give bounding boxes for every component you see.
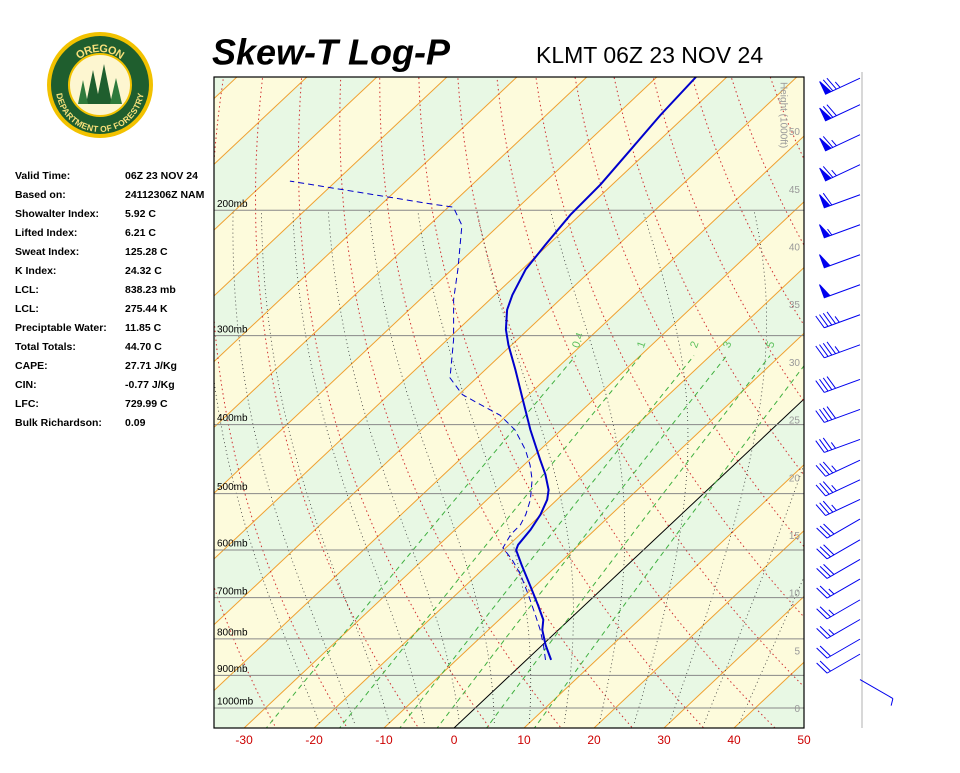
wind-barb [816,407,860,423]
info-value: 5.92 C [125,208,156,220]
height-label: 20 [789,473,801,484]
info-value: 24.32 C [125,265,162,277]
height-label: 50 [789,127,801,138]
info-value: 729.99 C [125,398,168,410]
wind-barb [820,225,860,238]
info-label: CIN: [15,379,37,391]
wind-barb [817,639,860,658]
chart-subtitle: KLMT 06Z 23 NOV 24 [536,42,763,68]
info-label: Preciptable Water: [15,322,107,334]
height-label: 40 [789,242,801,253]
wind-barb [816,480,860,496]
info-value: -0.77 J/Kg [125,379,175,391]
wind-barb [816,342,860,358]
info-label: LCL: [15,284,39,296]
height-axis-label: Height (1000ft) [777,82,788,148]
info-value: 11.85 C [125,322,162,334]
wind-barb [816,499,860,515]
info-label: Bulk Richardson: [15,417,102,429]
pressure-label: 300mb [217,324,248,335]
wind-barb [817,620,860,639]
wind-barb [820,105,860,121]
wind-barb [817,654,860,673]
height-label: 25 [789,416,801,427]
info-label: Total Totals: [15,341,76,353]
pressure-label: 1000mb [217,697,254,708]
info-value: 125.28 C [125,246,168,258]
wind-barb [816,312,860,328]
pressure-label: 900mb [217,664,248,675]
info-value: 24112306Z NAM [125,189,205,201]
info-label: Based on: [15,189,66,201]
wind-barb [820,78,860,94]
isotherm [864,0,960,737]
wind-barb [817,600,860,619]
wind-barb [820,165,860,181]
height-label: 10 [789,589,801,600]
x-tick-label: 50 [797,733,811,747]
isotherm [794,0,960,737]
info-label: K Index: [15,265,56,277]
wind-barb [817,540,860,559]
x-tick-label: 40 [727,733,741,747]
info-label: Valid Time: [15,170,70,182]
height-label: 0 [794,704,800,715]
pressure-label: 500mb [217,482,248,493]
x-tick-label: 20 [587,733,601,747]
info-value: 06Z 23 NOV 24 [125,170,198,182]
info-value: 838.23 mb [125,284,176,296]
dry-adiabat [927,0,960,737]
x-tick-label: -10 [375,733,393,747]
pressure-label: 200mb [217,199,248,210]
height-label: 45 [789,185,801,196]
wind-barb [817,519,860,538]
logo: OREGON DEPARTMENT OF FORESTRY [47,32,153,138]
height-label: 35 [789,300,801,311]
background-band [794,0,960,737]
info-label: CAPE: [15,360,48,372]
pressure-label: 700mb [217,586,248,597]
wind-barb [816,438,860,453]
info-value: 44.70 C [125,341,162,353]
dry-adiabat [891,0,960,737]
info-label: LFC: [15,398,39,410]
info-label: Sweat Index: [15,246,79,258]
wind-barb [820,255,860,268]
info-label: Showalter Index: [15,208,99,220]
pressure-label: 800mb [217,628,248,639]
wind-barb [817,559,860,578]
dry-adiabat [854,0,960,737]
dry-adiabat [818,0,960,737]
wind-barb [820,285,860,298]
x-tick-label: 10 [517,733,531,747]
info-value: 27.71 J/Kg [125,360,177,372]
chart-title: Skew-T Log-P [212,32,451,73]
height-label: 15 [789,531,801,542]
info-value: 6.21 C [125,227,156,239]
wind-barb [816,460,860,476]
info-label: Lifted Index: [15,227,77,239]
info-panel: Valid Time: 06Z 23 NOV 24 Based on: 2411230… [15,170,205,429]
wind-barb [820,135,860,151]
x-tick-label: -20 [305,733,323,747]
info-value: 0.09 [125,417,146,429]
dry-adiabat [782,0,960,737]
x-tick-label: 30 [657,733,671,747]
wind-barb [816,377,860,393]
x-tick-label: 0 [451,733,458,747]
height-label: 5 [794,646,800,657]
wind-barb [817,579,860,598]
pressure-label: 600mb [217,539,248,550]
info-value: 275.44 K [125,303,168,315]
x-tick-label: -30 [235,733,253,747]
height-label: 30 [789,358,801,369]
pressure-label: 400mb [217,413,248,424]
wind-barb [860,680,893,706]
wind-barb [820,193,860,208]
info-label: LCL: [15,303,39,315]
